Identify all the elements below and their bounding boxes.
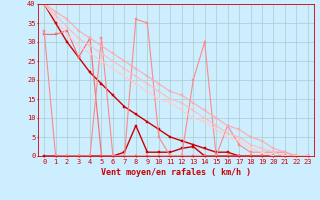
X-axis label: Vent moyen/en rafales ( km/h ): Vent moyen/en rafales ( km/h ) — [101, 168, 251, 177]
